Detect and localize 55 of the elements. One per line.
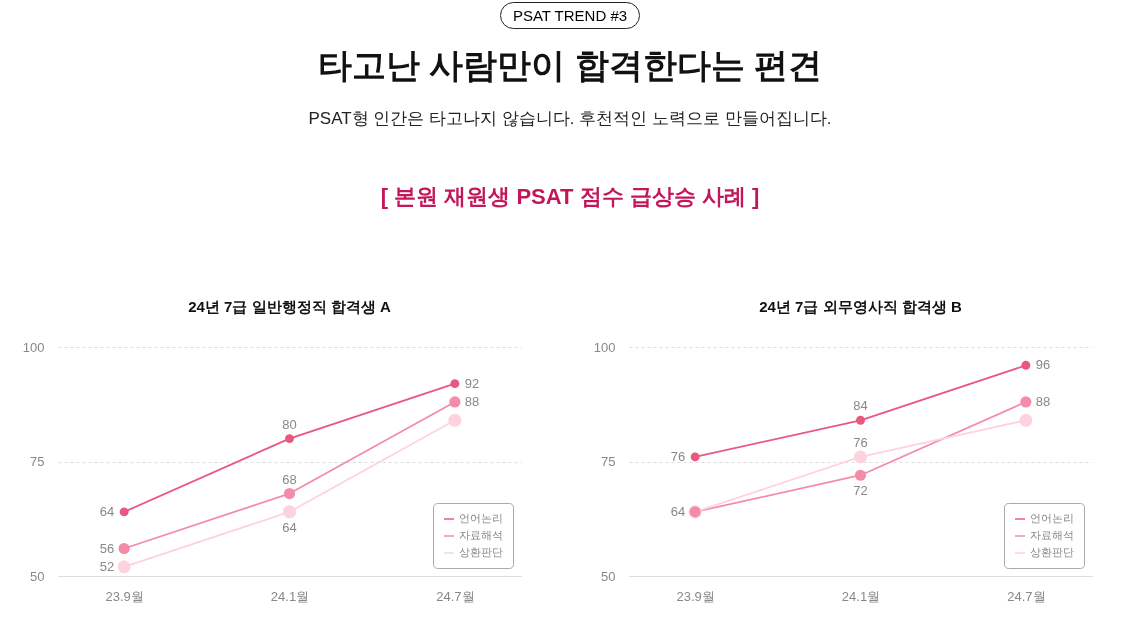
- point: [690, 452, 700, 462]
- data-label: 84: [853, 398, 868, 414]
- data-label: 52: [99, 558, 115, 574]
- x-tick-label: 23.9월: [676, 588, 715, 604]
- point: [450, 379, 460, 389]
- data-label: 96: [1035, 357, 1051, 373]
- x-tick-label: 23.9월: [105, 588, 144, 604]
- point: [853, 450, 868, 464]
- data-label: 76: [670, 448, 686, 464]
- data-label: 56: [99, 540, 115, 556]
- legend-label: 상환판단: [459, 546, 503, 558]
- data-label: 68: [282, 471, 297, 487]
- data-label: 64: [282, 519, 297, 535]
- data-label: 92: [464, 375, 480, 391]
- point: [1020, 396, 1032, 408]
- legend-label: 상환판단: [1030, 546, 1074, 558]
- text: [ 본원 재원생 PSAT 점수 급상승 사례 ]: [379, 183, 761, 211]
- y-tick-label: 75: [601, 454, 616, 469]
- data-label: 88: [1035, 393, 1051, 409]
- point: [449, 396, 461, 408]
- point: [1019, 413, 1033, 427]
- y-tick-label: 50: [30, 568, 45, 584]
- x-tick-label: 24.1월: [841, 588, 881, 604]
- data-label: 72: [853, 483, 868, 499]
- data-label: 76: [853, 434, 868, 450]
- point: [448, 413, 462, 427]
- y-tick-label: 100: [593, 339, 616, 355]
- y-tick-label: 75: [30, 454, 45, 469]
- point: [1021, 360, 1031, 370]
- data-label: 88: [464, 393, 480, 409]
- legend-label: 자료해석: [1030, 529, 1074, 541]
- text: PSAT TREND #3: [499, 2, 641, 29]
- y-tick-label: 50: [601, 568, 616, 584]
- x-tick-label: 24.7월: [436, 588, 475, 604]
- point: [117, 560, 131, 574]
- legend-label: 자료해석: [459, 529, 503, 541]
- point: [119, 507, 129, 517]
- x-tick-label: 24.7월: [1007, 588, 1046, 604]
- chart-title: 24년 7급 외무영사직 합격생 B: [759, 298, 962, 315]
- data-label: 80: [282, 416, 297, 432]
- text: PSAT형 인간은 타고나지 않습니다. 후천적인 노력으로 만들어집니다.: [307, 108, 833, 130]
- legend-label: 언어논리: [1030, 512, 1074, 524]
- point: [118, 542, 130, 555]
- point: [283, 487, 296, 500]
- legend-label: 언어논리: [459, 512, 503, 524]
- x-tick-label: 24.1월: [270, 588, 310, 604]
- point: [854, 469, 867, 481]
- chart-title: 24년 7급 일반행정직 합격생 A: [188, 298, 391, 315]
- data-label: 64: [670, 503, 686, 519]
- point: [856, 415, 865, 425]
- text: 타고난 사람만이 합격한다는 편견: [316, 45, 824, 86]
- y-tick-label: 100: [22, 339, 45, 355]
- data-label: 64: [99, 503, 115, 519]
- point: [282, 505, 297, 519]
- point: [285, 434, 294, 444]
